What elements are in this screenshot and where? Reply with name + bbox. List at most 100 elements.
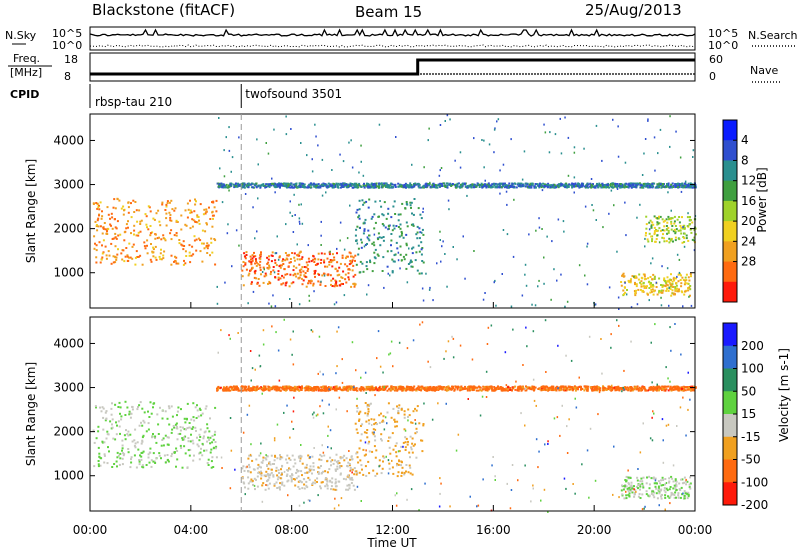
data-cell bbox=[182, 436, 185, 439]
scatter-cell bbox=[428, 288, 431, 291]
data-cell bbox=[651, 240, 653, 243]
data-cell bbox=[315, 386, 318, 389]
data-cell bbox=[196, 409, 199, 412]
data-cell bbox=[585, 186, 588, 188]
data-cell bbox=[496, 185, 498, 188]
data-cell bbox=[175, 234, 178, 237]
scatter-cell bbox=[660, 296, 662, 299]
data-cell bbox=[666, 287, 669, 290]
data-cell bbox=[681, 389, 684, 392]
scatter-cell bbox=[271, 177, 273, 180]
scatter-cell bbox=[387, 228, 389, 231]
data-cell bbox=[343, 182, 346, 185]
data-cell bbox=[147, 228, 150, 231]
scatter-cell bbox=[676, 253, 679, 256]
data-cell bbox=[396, 420, 399, 423]
data-cell bbox=[411, 437, 414, 440]
data-cell bbox=[222, 386, 225, 389]
data-cell bbox=[406, 443, 409, 446]
data-cell bbox=[571, 389, 574, 392]
scatter-cell bbox=[298, 203, 300, 206]
data-cell bbox=[672, 186, 675, 188]
scatter-cell bbox=[276, 235, 278, 238]
data-cell bbox=[116, 424, 118, 427]
data-cell bbox=[604, 387, 607, 390]
data-cell bbox=[651, 388, 654, 391]
data-cell bbox=[655, 389, 658, 392]
scatter-cell bbox=[325, 191, 327, 194]
data-cell bbox=[366, 403, 369, 406]
data-cell bbox=[158, 255, 161, 258]
data-cell bbox=[358, 271, 361, 274]
data-cell bbox=[302, 279, 305, 282]
data-cell bbox=[294, 388, 297, 391]
data-cell bbox=[342, 283, 344, 285]
data-cell bbox=[179, 432, 182, 435]
data-cell bbox=[556, 185, 559, 188]
data-cell bbox=[690, 231, 693, 234]
data-cell bbox=[146, 244, 148, 247]
data-cell bbox=[204, 212, 207, 215]
scatter-cell bbox=[339, 221, 342, 224]
scatter-cell bbox=[359, 226, 361, 229]
data-cell bbox=[662, 233, 664, 236]
data-cell bbox=[186, 202, 189, 205]
data-cell bbox=[263, 275, 266, 278]
data-cell bbox=[386, 250, 389, 253]
data-cell bbox=[642, 282, 645, 285]
data-cell bbox=[409, 261, 412, 264]
data-cell bbox=[674, 184, 677, 186]
data-cell bbox=[672, 230, 675, 233]
data-cell bbox=[684, 281, 687, 284]
data-cell bbox=[656, 293, 659, 296]
data-cell bbox=[187, 437, 190, 440]
data-cell bbox=[101, 440, 104, 443]
data-cell bbox=[686, 282, 689, 285]
data-cell bbox=[196, 215, 199, 218]
data-cell bbox=[230, 184, 233, 187]
data-cell bbox=[173, 209, 176, 212]
data-cell bbox=[332, 388, 335, 391]
data-cell bbox=[127, 206, 130, 209]
power-y-axis-label: Slant Range [km] bbox=[24, 159, 38, 263]
data-cell bbox=[174, 260, 177, 263]
data-cell bbox=[192, 442, 195, 445]
scatter-cell bbox=[560, 273, 562, 276]
data-cell bbox=[667, 218, 670, 221]
data-cell bbox=[441, 182, 444, 185]
scatter-cell bbox=[342, 160, 345, 163]
data-cell bbox=[98, 241, 101, 244]
data-cell bbox=[345, 478, 348, 481]
data-cell bbox=[138, 209, 141, 212]
data-cell bbox=[691, 238, 694, 241]
scatter-cell bbox=[224, 281, 226, 284]
scatter-cell bbox=[643, 152, 645, 155]
data-cell bbox=[432, 387, 434, 390]
data-cell bbox=[687, 282, 690, 285]
data-cell bbox=[175, 422, 178, 425]
data-cell bbox=[665, 218, 668, 221]
scatter-cell bbox=[274, 305, 277, 308]
scatter-cell bbox=[329, 250, 331, 253]
data-cell bbox=[145, 223, 148, 226]
data-cell bbox=[352, 186, 355, 189]
data-cell bbox=[267, 467, 270, 470]
data-cell bbox=[321, 389, 324, 392]
data-cell bbox=[453, 183, 456, 186]
data-cell bbox=[250, 261, 253, 264]
data-cell bbox=[261, 387, 264, 389]
data-cell bbox=[115, 256, 118, 259]
data-cell bbox=[424, 387, 426, 389]
data-cell bbox=[279, 454, 281, 457]
data-cell bbox=[155, 457, 158, 460]
data-cell bbox=[607, 385, 610, 388]
data-cell bbox=[235, 388, 238, 391]
data-cell bbox=[275, 466, 278, 469]
data-cell bbox=[290, 282, 293, 285]
data-cell bbox=[344, 278, 347, 281]
data-cell bbox=[282, 388, 285, 391]
data-cell bbox=[318, 458, 321, 461]
data-cell bbox=[682, 236, 685, 238]
data-cell bbox=[121, 439, 124, 442]
data-cell bbox=[400, 234, 403, 237]
